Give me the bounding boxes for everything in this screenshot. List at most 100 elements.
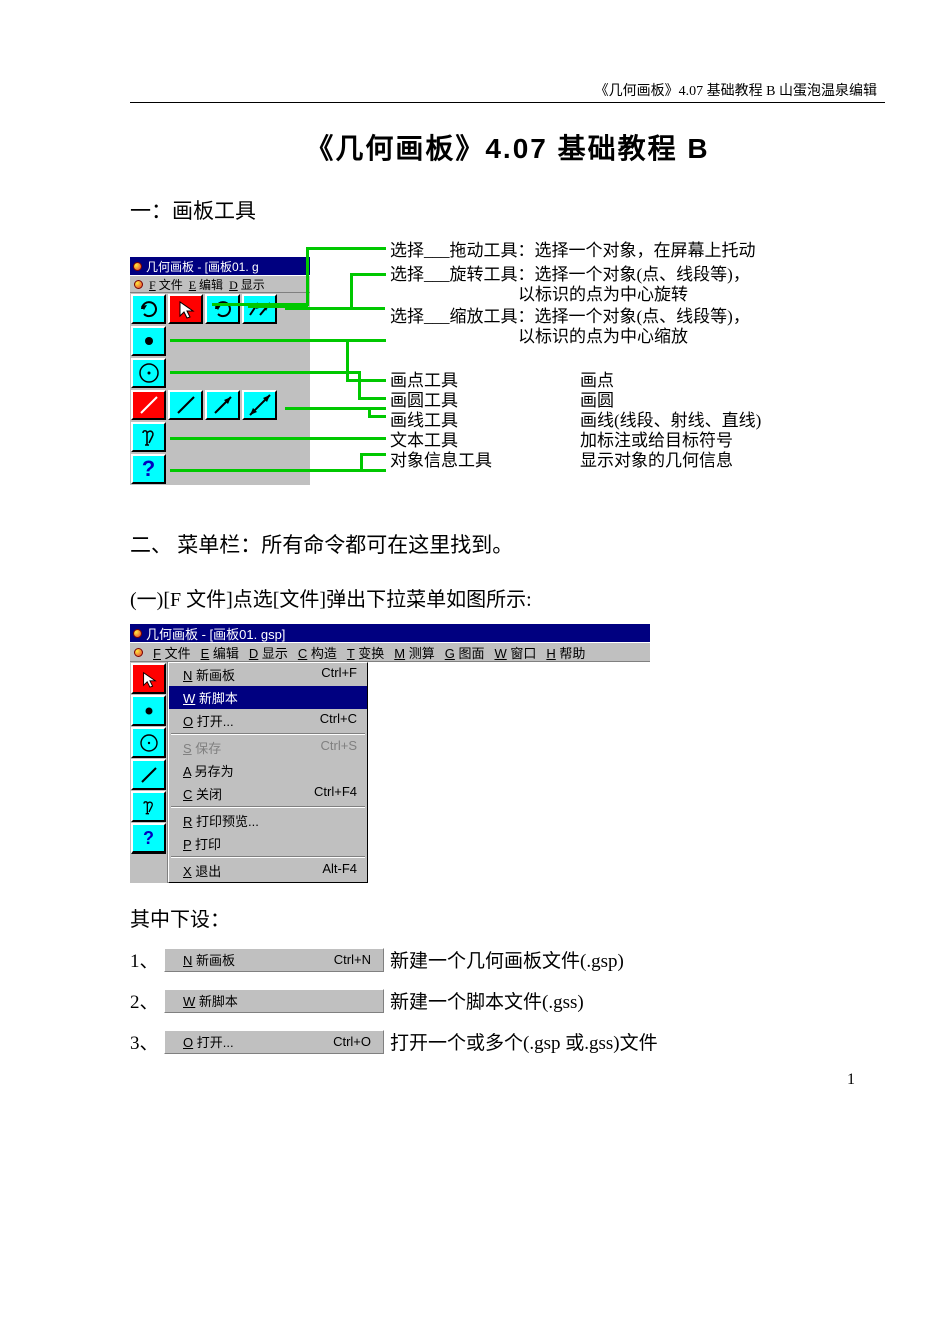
callout-line	[346, 379, 386, 382]
window-titlebar: 几何画板 - [画板01. g	[130, 257, 310, 275]
page-title: 《几何画板》4.07 基础教程 B	[130, 127, 885, 167]
select-rotate-tool[interactable]	[131, 294, 166, 324]
menu-edit[interactable]: E 编辑	[189, 276, 223, 293]
menu-graph[interactable]: G 图面	[445, 643, 485, 662]
callout-line	[170, 371, 360, 374]
menu-help[interactable]: H 帮助	[546, 643, 585, 662]
callout-line	[170, 339, 386, 342]
document-page: 《几何画板》4.07 基础教程 B 山蛋泡温泉编辑 《几何画板》4.07 基础教…	[0, 0, 945, 1109]
mini-menu-item[interactable]: O 打开...Ctrl+O	[164, 1030, 384, 1054]
page-header: 《几何画板》4.07 基础教程 B 山蛋泡温泉编辑	[130, 80, 885, 103]
menu-file[interactable]: F 文件	[153, 643, 191, 662]
menu-file[interactable]: F 文件	[149, 276, 183, 293]
line-tool[interactable]	[242, 390, 277, 420]
segment-tool-2[interactable]	[168, 390, 203, 420]
list-number: 3、	[130, 1028, 158, 1055]
tool-row-select	[130, 293, 310, 325]
callout-line	[306, 247, 309, 306]
section-2-heading: 二、 菜单栏：所有命令都可在这里找到。	[130, 529, 885, 559]
menu-item[interactable]: P 打印	[169, 832, 367, 855]
window-body: ? N 新画板Ctrl+FW 新脚本O 打开...Ctrl+C S 保存Ctrl+…	[130, 662, 650, 883]
app-glyph	[134, 280, 143, 289]
numbered-list: 1、N 新画板Ctrl+N新建一个几何画板文件(.gsp) 2、W 新脚本新建一个…	[130, 946, 885, 1055]
point-tool[interactable]	[131, 695, 166, 726]
app-glyph	[134, 648, 143, 657]
callout-line	[170, 469, 386, 472]
window-title: 几何画板 - [画板01. g	[146, 258, 259, 275]
list-description: 新建一个几何画板文件(.gsp)	[390, 946, 624, 973]
callout-select-rotate-2: 以标识的点为中心旋转	[518, 283, 688, 307]
menu-separator	[171, 806, 365, 808]
menu-item[interactable]: R 打印预览...	[169, 809, 367, 832]
callout-line	[350, 273, 353, 307]
line-tool[interactable]	[131, 759, 166, 790]
menu-window[interactable]: W 窗口	[494, 643, 536, 662]
window-menubar: F 文件 E 编辑 D 显示 C 构造 T 变换 M 测算 G 图面 W 窗口 …	[130, 642, 650, 662]
select-arrow-tool[interactable]	[168, 294, 203, 324]
menu-display[interactable]: D 显示	[229, 276, 265, 293]
info-tool[interactable]: ?	[131, 454, 166, 484]
callout-line	[285, 307, 385, 310]
menu-measure[interactable]: M 测算	[394, 643, 434, 662]
list-description: 新建一个脚本文件(.gss)	[390, 987, 584, 1014]
callout-line	[360, 453, 386, 456]
callout-line	[368, 415, 386, 418]
tool-row-line	[130, 389, 310, 421]
select-rotate-tool-2[interactable]	[205, 294, 240, 324]
ray-tool[interactable]	[205, 390, 240, 420]
list-item: 3、O 打开...Ctrl+O打开一个或多个(.gsp 或.gss)文件	[130, 1028, 885, 1055]
menu-item[interactable]: S 保存Ctrl+S	[169, 736, 367, 759]
section-2-sub: (一)[F 文件]点选[文件]弹出下拉菜单如图所示:	[130, 583, 885, 612]
text-tool[interactable]	[131, 422, 166, 452]
menu-edit[interactable]: E 编辑	[201, 643, 239, 662]
segment-tool[interactable]	[131, 390, 166, 420]
window-titlebar: 几何画板 - [画板01. gsp]	[130, 624, 650, 642]
list-item: 2、W 新脚本新建一个脚本文件(.gss)	[130, 987, 885, 1014]
circle-tool[interactable]	[131, 358, 166, 388]
menu-item[interactable]: W 新脚本	[169, 686, 367, 709]
mini-menu-item[interactable]: W 新脚本	[164, 989, 384, 1013]
section-2-mid: 其中下设：	[130, 903, 885, 932]
list-description: 打开一个或多个(.gsp 或.gss)文件	[390, 1028, 658, 1055]
list-number: 1、	[130, 946, 158, 973]
callout-select-scale-2: 以标识的点为中心缩放	[518, 325, 688, 349]
menu-transform[interactable]: T 变换	[347, 643, 384, 662]
file-menu-screenshot: 几何画板 - [画板01. gsp] F 文件 E 编辑 D 显示 C 构造 T…	[130, 624, 650, 883]
window-menubar: F 文件 E 编辑 D 显示	[130, 275, 310, 293]
menu-display[interactable]: D 显示	[249, 643, 288, 662]
menu-separator	[171, 856, 365, 858]
list-number: 2、	[130, 987, 158, 1014]
list-item: 1、N 新画板Ctrl+N新建一个几何画板文件(.gsp)	[130, 946, 885, 973]
callout-line	[358, 397, 386, 400]
section-1-heading: 一：画板工具	[130, 195, 885, 225]
window-title: 几何画板 - [画板01. gsp]	[146, 624, 285, 643]
info-tool[interactable]: ?	[131, 823, 166, 854]
arrow-tool[interactable]	[131, 663, 166, 694]
menu-item[interactable]: X 退出Alt-F4	[169, 859, 367, 882]
circle-tool[interactable]	[131, 727, 166, 758]
callout-line	[358, 371, 361, 397]
menu-construct[interactable]: C 构造	[298, 643, 337, 662]
menu-separator	[171, 733, 365, 735]
left-toolbar: ?	[130, 662, 168, 883]
menu-item[interactable]: A 另存为	[169, 759, 367, 782]
file-dropdown-menu: N 新画板Ctrl+FW 新脚本O 打开...Ctrl+C S 保存Ctrl+SA…	[168, 662, 368, 883]
text-tool[interactable]	[131, 791, 166, 822]
callout-info: 对象信息工具	[390, 449, 492, 473]
app-icon	[133, 629, 142, 638]
callout-info-desc: 显示对象的几何信息	[580, 449, 733, 473]
callout-line	[170, 437, 386, 440]
page-number: 1	[847, 1071, 855, 1089]
menu-item[interactable]: C 关闭Ctrl+F4	[169, 782, 367, 805]
point-tool[interactable]	[131, 326, 166, 356]
callout-line	[350, 273, 386, 276]
menu-item[interactable]: O 打开...Ctrl+C	[169, 709, 367, 732]
callout-select-drag: 选择___拖动工具：选择一个对象，在屏幕上托动	[390, 239, 756, 263]
select-scale-tool[interactable]	[242, 294, 277, 324]
menu-item[interactable]: N 新画板Ctrl+F	[169, 663, 367, 686]
app-icon	[133, 262, 142, 271]
toolbox-diagram: 几何画板 - [画板01. g F 文件 E 编辑 D 显示	[130, 239, 885, 509]
mini-menu-item[interactable]: N 新画板Ctrl+N	[164, 948, 384, 972]
callout-line	[368, 407, 371, 415]
callout-line	[306, 247, 386, 250]
